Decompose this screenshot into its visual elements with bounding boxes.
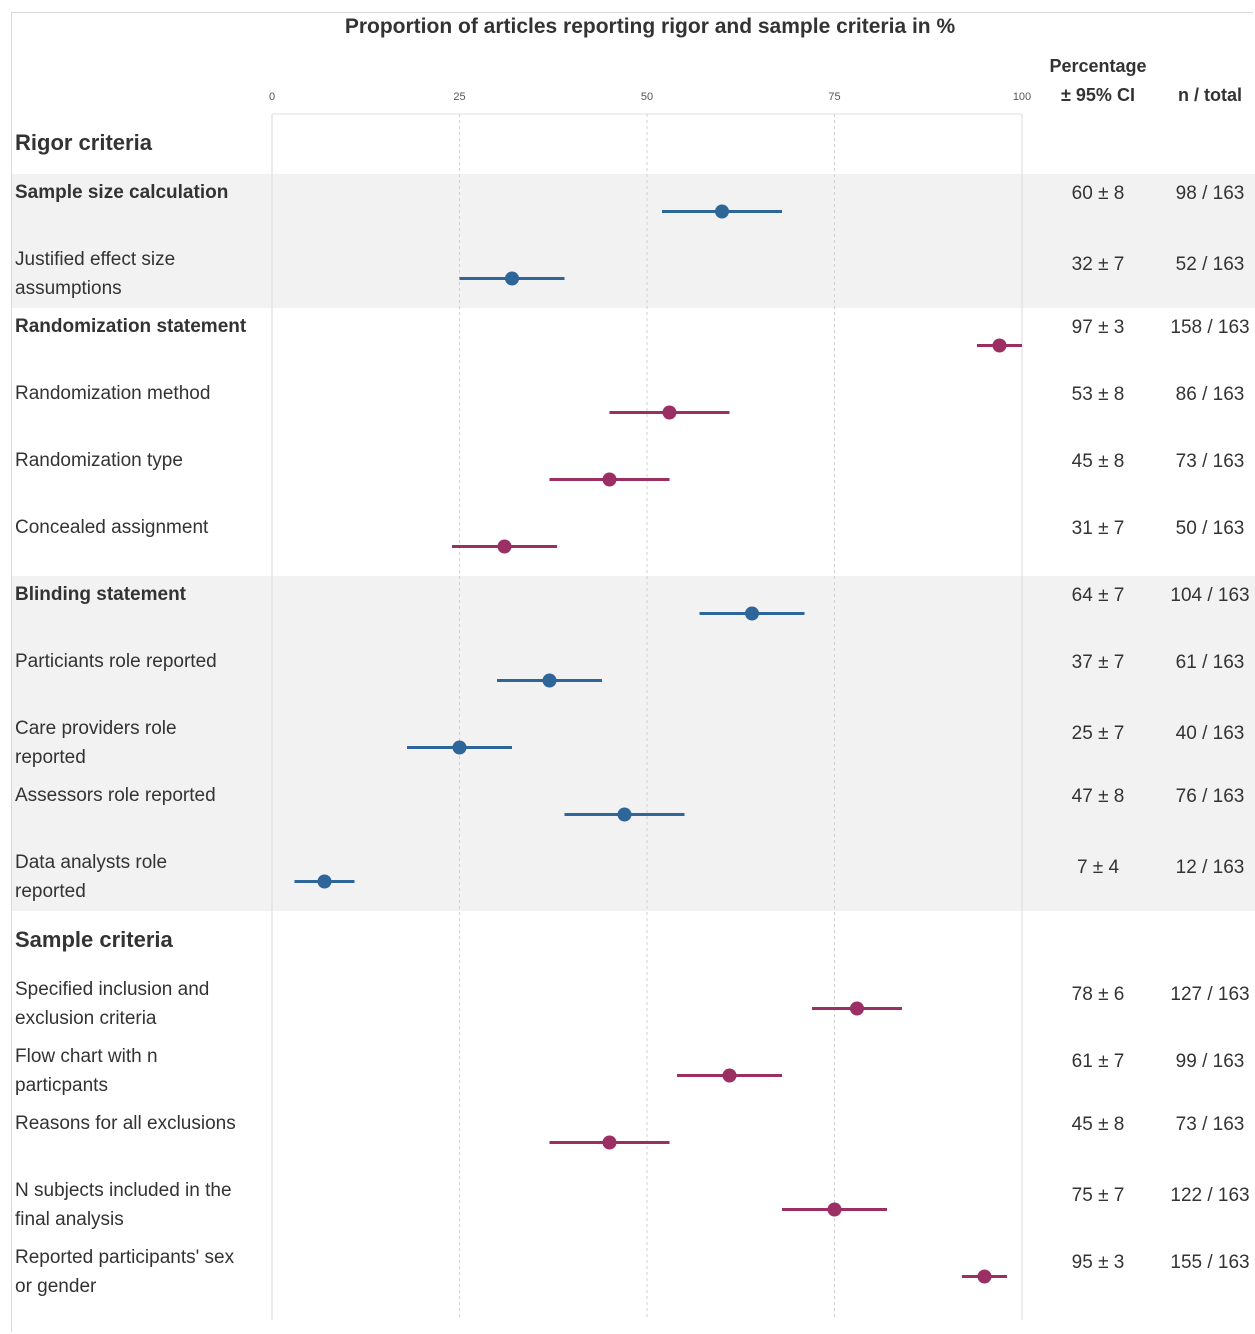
row-band xyxy=(12,643,1255,710)
row-band xyxy=(12,174,1255,241)
row-label: Reasons for all exclusions xyxy=(15,1113,236,1134)
n-total: 99 / 163 xyxy=(1176,1051,1245,1072)
n-total: 122 / 163 xyxy=(1170,1185,1249,1206)
x-tick-label: 75 xyxy=(828,91,840,103)
percentage-ci: 53 ± 8 xyxy=(1072,384,1125,405)
percentage-ci: 97 ± 3 xyxy=(1072,317,1125,338)
n-total: 61 / 163 xyxy=(1176,652,1245,673)
chart-frame xyxy=(11,12,1253,1332)
estimate-point xyxy=(827,1202,842,1217)
row-label: Reported participants' sex or gender xyxy=(15,1247,235,1297)
x-tick-label: 50 xyxy=(641,91,653,103)
percentage-ci: 31 ± 7 xyxy=(1072,518,1125,539)
percentage-ci: 37 ± 7 xyxy=(1072,652,1125,673)
n-total: 155 / 163 xyxy=(1170,1252,1249,1273)
n-total: 52 / 163 xyxy=(1176,254,1245,275)
percentage-ci: 61 ± 7 xyxy=(1072,1051,1125,1072)
n-total: 40 / 163 xyxy=(1176,723,1245,744)
row-label: Flow chart with n particpants xyxy=(15,1046,158,1096)
row-band xyxy=(12,844,1255,911)
row-bands xyxy=(12,174,1255,911)
percentage-ci: 64 ± 7 xyxy=(1072,585,1125,606)
percentage-ci: 25 ± 7 xyxy=(1072,723,1125,744)
row-band xyxy=(12,576,1255,643)
estimate-point xyxy=(977,1269,992,1284)
row-label: Randomization statement xyxy=(15,316,247,337)
gridlines xyxy=(271,113,1023,1320)
estimate-point xyxy=(722,1068,737,1083)
n-total: 73 / 163 xyxy=(1176,1114,1245,1135)
row-label: Randomization method xyxy=(15,383,210,404)
row-band xyxy=(12,710,1255,777)
rows: Rigor criteria Sample size calculation 60 … xyxy=(15,130,1250,1297)
row-label: N subjects included in the final analysis xyxy=(15,1180,232,1230)
percentage-ci: 7 ± 4 xyxy=(1077,857,1120,878)
estimate-point xyxy=(505,271,519,286)
estimate-point xyxy=(617,807,632,822)
row-label: Particiants role reported xyxy=(15,651,217,672)
x-tick-label: 100 xyxy=(1013,91,1031,103)
estimate-point xyxy=(662,405,677,420)
x-tick-label: 0 xyxy=(269,91,275,103)
estimate-point xyxy=(602,1135,617,1150)
percentage-ci: 45 ± 8 xyxy=(1072,451,1125,472)
percentage-header: Percentage xyxy=(1049,56,1146,76)
row-label: Data analysts role reported xyxy=(15,852,167,902)
x-tick-label: 25 xyxy=(453,91,465,103)
n-total: 86 / 163 xyxy=(1176,384,1245,405)
estimate-point xyxy=(715,204,729,219)
estimate-point xyxy=(992,338,1007,353)
x-axis-ticks: 0 25 50 75 100 xyxy=(269,91,1031,103)
row-label: Specified inclusion and exclusion criteri… xyxy=(15,979,209,1029)
estimate-point xyxy=(317,874,332,889)
estimate-point xyxy=(542,673,557,688)
section-title: Sample criteria xyxy=(15,927,174,952)
estimate-point xyxy=(602,472,617,487)
n-total: 76 / 163 xyxy=(1176,786,1245,807)
n-total: 12 / 163 xyxy=(1176,857,1245,878)
row-label: Randomization type xyxy=(15,450,183,471)
section-title: Rigor criteria xyxy=(15,130,153,155)
row-label: Justified effect size assumptions xyxy=(15,249,175,299)
row-label: Care providers role reported xyxy=(15,718,177,768)
row-label: Blinding statement xyxy=(15,584,187,605)
estimate-point xyxy=(452,740,467,755)
percentage-ci: 45 ± 8 xyxy=(1072,1114,1125,1135)
n-total: 73 / 163 xyxy=(1176,451,1245,472)
row-band xyxy=(12,777,1255,844)
row-band xyxy=(12,241,1255,308)
percentage-ci: 47 ± 8 xyxy=(1072,786,1125,807)
percentage-ci: 60 ± 8 xyxy=(1072,183,1125,204)
percentage-ci: 78 ± 6 xyxy=(1072,984,1125,1005)
row-label: Sample size calculation xyxy=(15,182,228,203)
n-total: 104 / 163 xyxy=(1170,585,1249,606)
ci-header: ± 95% CI xyxy=(1061,85,1135,105)
percentage-ci: 32 ± 7 xyxy=(1072,254,1125,275)
percentage-ci: 75 ± 7 xyxy=(1072,1185,1125,1206)
estimate-point xyxy=(497,539,512,554)
n-total: 158 / 163 xyxy=(1170,317,1249,338)
chart-title: Proportion of articles reporting rigor a… xyxy=(345,15,956,38)
percentage-ci: 95 ± 3 xyxy=(1072,1252,1125,1273)
estimate-point xyxy=(745,606,759,621)
n-total-header: n / total xyxy=(1178,85,1242,105)
row-label: Assessors role reported xyxy=(15,785,216,806)
n-total: 127 / 163 xyxy=(1170,984,1249,1005)
n-total: 50 / 163 xyxy=(1176,518,1245,539)
n-total: 98 / 163 xyxy=(1176,183,1245,204)
estimate-point xyxy=(850,1001,864,1016)
row-label: Concealed assignment xyxy=(15,517,209,538)
